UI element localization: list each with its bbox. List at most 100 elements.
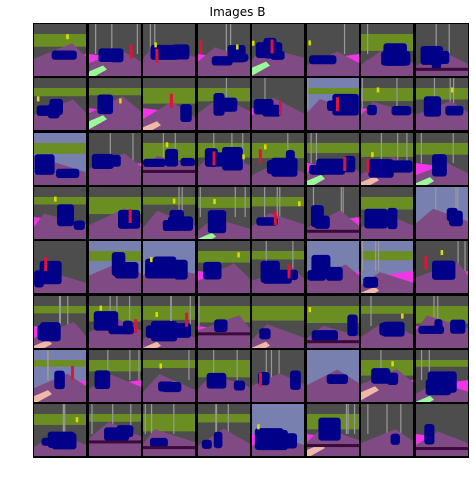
grid-image-tile (252, 349, 304, 402)
pole-shape (361, 78, 363, 109)
car-shape (313, 215, 330, 229)
curb-region (34, 389, 52, 402)
pole-shape (340, 186, 342, 217)
car-shape (173, 259, 188, 280)
grid-image-tile (34, 295, 86, 348)
segmentation-mask (415, 24, 468, 76)
car-shape (259, 327, 271, 339)
car-shape (202, 262, 221, 280)
segmentation-mask (361, 78, 413, 131)
segmentation-mask (252, 186, 304, 239)
grid-image-tile (361, 186, 413, 239)
pole-shape (374, 241, 377, 272)
vegetation-region (252, 305, 304, 321)
sign-shape (99, 305, 102, 311)
grid-image-tile (252, 404, 304, 457)
pole-shape (279, 186, 281, 217)
curb-region (361, 175, 379, 185)
car-shape (308, 164, 328, 175)
pole-shape (181, 186, 183, 217)
sign-shape (54, 196, 57, 202)
curb-region (361, 286, 379, 294)
grid-image-tile (143, 295, 195, 348)
pole-shape (111, 404, 113, 435)
pole-shape (420, 349, 422, 380)
shadow-band (197, 331, 250, 335)
segmentation-mask (88, 186, 141, 239)
shadow-band (143, 446, 195, 450)
segmentation-mask (88, 78, 141, 131)
segmentation-mask (252, 78, 304, 131)
segmentation-mask (306, 132, 359, 185)
sign-shape (36, 96, 40, 102)
segmentation-mask (361, 24, 413, 76)
grid-image-tile (361, 132, 413, 185)
segmentation-mask (34, 186, 86, 239)
pole-shape (225, 24, 227, 54)
car-shape (311, 329, 338, 341)
shadow-band (88, 440, 141, 444)
pole-shape (306, 78, 308, 109)
road-region (34, 213, 86, 239)
car-shape (206, 152, 233, 167)
sign-shape (75, 417, 79, 423)
vegetation-region (415, 142, 468, 155)
car-shape (93, 310, 118, 331)
car-shape (390, 433, 400, 445)
grid-image-tile (252, 132, 304, 185)
segmentation-mask (415, 78, 468, 131)
pole-shape (128, 349, 130, 380)
segmentation-mask (143, 241, 195, 294)
pole-shape (264, 186, 266, 217)
car-shape (381, 321, 405, 337)
grid-image-tile (197, 186, 250, 239)
pole-shape (463, 241, 466, 272)
pole-shape (137, 349, 140, 380)
person-shape (212, 150, 216, 165)
car-shape (367, 105, 377, 116)
pole-shape (265, 349, 267, 380)
grid-image-tile (361, 295, 413, 348)
grid-image-tile (34, 349, 86, 402)
car-shape (211, 56, 233, 66)
vegetation-region (143, 196, 195, 205)
car-shape (290, 370, 301, 390)
sign-shape (308, 306, 311, 312)
pole-shape (110, 24, 112, 54)
segmentation-mask (197, 404, 250, 457)
car-shape (436, 50, 449, 64)
person-shape (273, 211, 277, 226)
curb-region (88, 65, 107, 76)
grid-image-tile (143, 186, 195, 239)
car-shape (256, 217, 278, 226)
car-shape (49, 99, 63, 116)
car-shape (368, 158, 394, 178)
car-shape (449, 319, 465, 334)
sign-shape (165, 141, 169, 147)
segmentation-mask (34, 349, 86, 402)
road-region (361, 429, 413, 457)
segmentation-mask (306, 295, 359, 348)
grid-image-tile (252, 24, 304, 76)
person-shape (342, 156, 346, 171)
car-shape (308, 55, 336, 65)
grid-image-tile (306, 295, 359, 348)
car-shape (41, 437, 66, 446)
grid-image-tile (143, 241, 195, 294)
person-shape (258, 148, 262, 163)
road-region (197, 263, 250, 294)
vegetation-region (361, 196, 413, 210)
vegetation-region (197, 196, 250, 208)
segmentation-mask (306, 349, 359, 402)
pole-shape (396, 78, 398, 109)
segmentation-mask (197, 132, 250, 185)
grid-image-tile (197, 349, 250, 402)
segmentation-mask (88, 241, 141, 294)
car-shape (145, 258, 175, 279)
car-shape (97, 48, 123, 62)
segmentation-mask (34, 404, 86, 457)
grid-image-tile (197, 78, 250, 131)
car-shape (94, 370, 110, 389)
sign-shape (118, 98, 122, 104)
pole-shape (197, 295, 200, 326)
